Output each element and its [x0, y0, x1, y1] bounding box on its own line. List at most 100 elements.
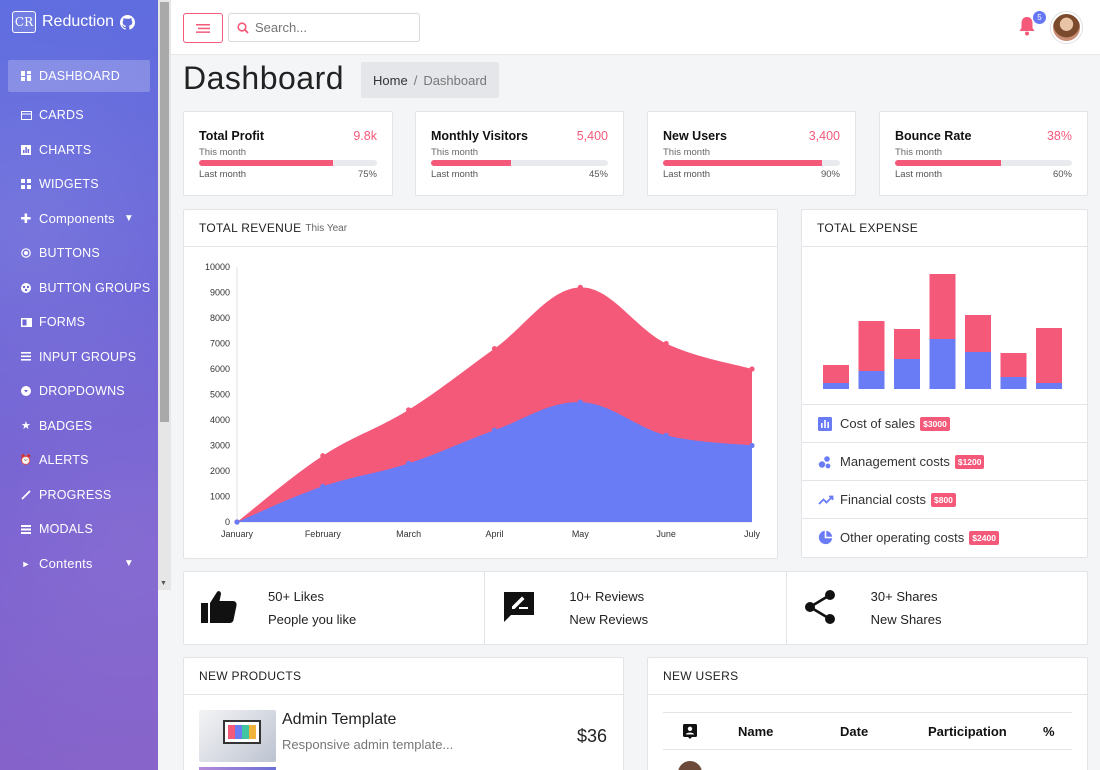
list-icon	[20, 351, 32, 363]
search-input[interactable]	[255, 20, 405, 35]
expense-row-other: Other operating costs $2400	[802, 518, 1087, 556]
data-point	[749, 366, 755, 372]
column-header-name[interactable]: Name	[738, 724, 774, 739]
brand[interactable]: CR Reduction	[0, 0, 158, 44]
sidebar-item-dashboard[interactable]: DASHBOARD	[8, 60, 150, 92]
sidebar-item-buttons[interactable]: BUTTONS	[0, 236, 158, 271]
sidebar-item-label: DASHBOARD	[39, 69, 120, 83]
new-users-title: NEW USERS	[663, 669, 739, 683]
progress-bar	[663, 160, 840, 166]
sidebar-item-label: Components	[39, 211, 115, 227]
reviews-label: New Reviews	[569, 612, 649, 627]
menu-toggle-button[interactable]	[183, 13, 223, 43]
bar-segment-0	[1036, 383, 1062, 389]
chevron-down-icon: ▼	[123, 213, 134, 225]
sidebar-scrollbar[interactable]: ▼	[158, 0, 171, 590]
brand-logo: CR	[12, 11, 36, 33]
sidebar-item-button-groups[interactable]: BUTTON GROUPS	[0, 271, 158, 306]
data-point	[663, 340, 669, 347]
bar-segment-1	[823, 365, 849, 383]
bar-segment-0	[965, 352, 991, 389]
stat-card-visitors: Monthly Visitors 5,400 This month Last m…	[415, 111, 624, 196]
sidebar-item-label: BADGES	[39, 418, 93, 433]
column-header-date[interactable]: Date	[840, 724, 869, 739]
data-point	[320, 453, 326, 459]
stat-card-bounce-rate: Bounce Rate 38% This month Last month 60…	[879, 111, 1088, 196]
data-point	[320, 483, 326, 489]
stat-value: 5,400	[576, 129, 608, 143]
sidebar-item-dropdowns[interactable]: DROPDOWNS	[0, 374, 158, 409]
stat-value: 9.8k	[353, 129, 377, 143]
y-tick-label: 6000	[210, 364, 230, 374]
sidebar-item-badges[interactable]: ★ BADGES	[0, 409, 158, 444]
stat-last-label: Last month	[431, 169, 478, 180]
scrollbar-thumb[interactable]	[160, 2, 169, 422]
data-point	[577, 399, 583, 405]
user-avatar[interactable]	[1051, 12, 1082, 43]
progress-fill	[663, 160, 823, 166]
sidebar-item-contents[interactable]: ► Contents ▼	[0, 547, 158, 582]
stat-last-label: Last month	[663, 169, 710, 180]
y-tick-label: 8000	[210, 313, 230, 323]
breadcrumb-home[interactable]: Home	[373, 72, 408, 88]
sidebar-item-label: PROGRESS	[39, 487, 112, 502]
x-tick-label: March	[396, 529, 421, 539]
x-tick-label: June	[656, 529, 676, 539]
stat-percent: 60%	[1052, 169, 1072, 180]
stat-title: Total Profit	[199, 129, 265, 143]
stat-card-profit: Total Profit 9.8k This month Last month …	[183, 111, 393, 196]
x-tick-label: February	[305, 529, 342, 539]
review-icon	[504, 592, 535, 622]
sidebar-item-charts[interactable]: CHARTS	[0, 133, 158, 168]
product-image[interactable]	[199, 710, 276, 762]
data-point	[406, 460, 412, 466]
radio-button-icon	[20, 247, 32, 259]
dropdown-icon	[20, 385, 32, 397]
bell-icon[interactable]	[1018, 16, 1036, 36]
y-tick-label: 10000	[205, 262, 230, 272]
product-image[interactable]	[199, 767, 276, 770]
revenue-card-header: TOTAL REVENUE This Year	[184, 210, 777, 247]
star-icon: ★	[20, 420, 32, 433]
share-icon	[804, 590, 835, 624]
data-point	[234, 519, 240, 525]
sidebar-item-modals[interactable]: MODALS	[0, 512, 158, 547]
column-header-percent[interactable]: %	[1043, 724, 1055, 739]
x-tick-label: May	[572, 529, 590, 539]
puzzle-icon: ✚	[20, 210, 32, 226]
sidebar-item-input-groups[interactable]: INPUT GROUPS	[0, 340, 158, 375]
github-icon[interactable]	[120, 14, 136, 30]
sidebar-item-cards[interactable]: CARDS	[0, 98, 158, 133]
column-header-participation[interactable]: Participation	[928, 724, 1007, 739]
stat-percent: 75%	[357, 169, 377, 180]
progress-bar	[199, 160, 377, 166]
x-tick-label: January	[221, 529, 254, 539]
breadcrumb-current: Dashboard	[423, 72, 487, 88]
social-card: 50+ Likes People you like 10+ Reviews Ne…	[183, 571, 1088, 645]
sidebar-item-forms[interactable]: FORMS	[0, 305, 158, 340]
reviews-stat: 10+ Reviews New Reviews	[485, 572, 787, 644]
expense-badge: $800	[930, 492, 956, 507]
progress-bar	[431, 160, 608, 166]
sidebar-item-components[interactable]: ✚ Components ▼	[0, 202, 158, 237]
bubble-chart-icon	[818, 454, 834, 470]
data-point	[577, 284, 583, 290]
expense-badge: $1200	[954, 454, 985, 469]
x-tick-label: July	[744, 529, 761, 539]
pie-chart-icon	[818, 530, 834, 546]
sidebar-item-alerts[interactable]: ⏰ ALERTS	[0, 443, 158, 478]
likes-count: 50+ Likes	[268, 589, 325, 604]
search-box[interactable]	[228, 13, 420, 42]
scroll-down-icon[interactable]: ▼	[160, 580, 167, 587]
bar-segment-1	[965, 315, 991, 352]
sidebar-item-label: FORMS	[39, 315, 86, 330]
shares-label: New Shares	[870, 612, 942, 627]
product-name[interactable]: Admin Template	[282, 711, 397, 728]
stat-subtitle: This month	[895, 147, 942, 158]
sidebar-item-progress[interactable]: PROGRESS	[0, 478, 158, 513]
sidebar-item-label: CARDS	[39, 108, 84, 123]
progress-fill	[199, 160, 333, 166]
expense-badge: $3000	[920, 416, 950, 431]
expense-label: Management costs	[840, 454, 950, 469]
sidebar-item-widgets[interactable]: WIDGETS	[0, 167, 158, 202]
